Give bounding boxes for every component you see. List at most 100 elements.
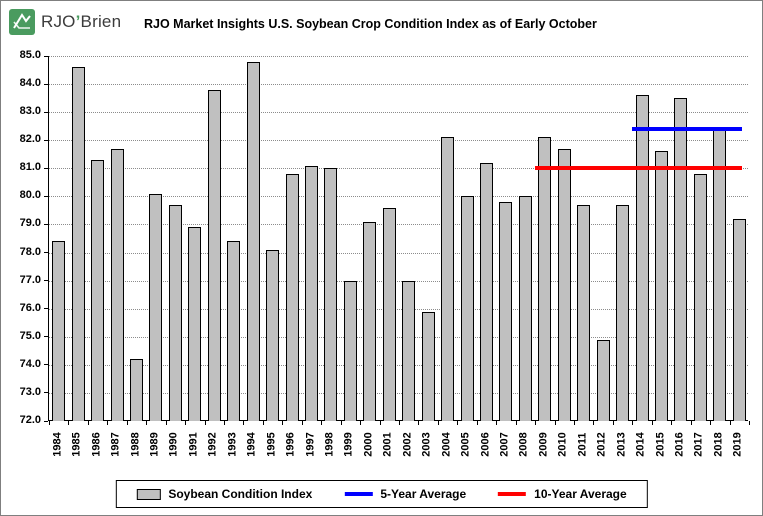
bar-1998 bbox=[324, 168, 338, 421]
bar-2003 bbox=[421, 311, 435, 421]
x-axis-tick bbox=[690, 421, 692, 425]
x-axis-label-1999: 1999 bbox=[342, 432, 355, 457]
bar-2007 bbox=[499, 202, 513, 421]
y-axis-label: 81.0 bbox=[19, 161, 41, 174]
x-axis-tick bbox=[515, 421, 517, 425]
y-axis-tick bbox=[44, 308, 48, 310]
x-axis-label-1994: 1994 bbox=[245, 432, 258, 457]
y-axis-label: 74.0 bbox=[19, 357, 41, 370]
x-axis-label-2010: 2010 bbox=[556, 432, 569, 457]
bar-2008 bbox=[518, 196, 532, 421]
y-axis-tick bbox=[44, 223, 48, 225]
x-axis-label-2018: 2018 bbox=[712, 432, 725, 457]
y-axis-tick bbox=[44, 420, 48, 422]
x-axis-label-1988: 1988 bbox=[129, 432, 141, 457]
x-axis-tick bbox=[224, 421, 225, 425]
x-axis-tick bbox=[612, 421, 614, 425]
bar-1986 bbox=[91, 159, 105, 421]
x-axis-tick bbox=[107, 421, 109, 425]
x-axis-tick bbox=[49, 421, 50, 425]
x-axis-tick bbox=[418, 421, 420, 425]
y-axis-label: 79.0 bbox=[19, 217, 41, 230]
x-axis-tick bbox=[146, 421, 148, 425]
red-line-swatch-icon bbox=[498, 492, 527, 496]
gridline bbox=[49, 140, 748, 142]
gridline bbox=[49, 224, 748, 226]
bar-1994 bbox=[246, 61, 260, 421]
y-axis-label: 78.0 bbox=[19, 245, 41, 258]
logo-apostrophe: ’ bbox=[75, 12, 81, 31]
bar-2005 bbox=[460, 196, 474, 421]
x-axis-label-1996: 1996 bbox=[284, 432, 297, 457]
bar-1989 bbox=[149, 193, 163, 421]
y-axis-tick bbox=[44, 280, 48, 282]
gridline bbox=[49, 56, 748, 57]
x-axis-tick bbox=[87, 421, 89, 425]
y-axis-label: 75.0 bbox=[19, 329, 41, 342]
bar-1984 bbox=[52, 241, 66, 421]
x-axis-tick bbox=[321, 421, 323, 425]
x-axis-tick bbox=[574, 421, 575, 425]
x-axis-label-2009: 2009 bbox=[537, 432, 550, 457]
bar-1987 bbox=[110, 148, 124, 421]
y-axis-label: 85.0 bbox=[19, 49, 41, 61]
y-axis-label: 84.0 bbox=[19, 77, 41, 90]
y-axis-tick bbox=[44, 167, 48, 169]
x-axis-tick bbox=[204, 421, 206, 425]
blue-line-swatch-icon bbox=[344, 492, 373, 496]
y-axis-label: 80.0 bbox=[19, 189, 41, 202]
x-axis-label-1998: 1998 bbox=[323, 432, 336, 457]
bar-1999 bbox=[343, 280, 357, 421]
y-axis-tick bbox=[44, 336, 48, 338]
bar-1993 bbox=[227, 241, 241, 421]
bar-2004 bbox=[441, 137, 455, 421]
y-axis-tick bbox=[44, 139, 48, 141]
bar-1990 bbox=[168, 204, 182, 421]
x-axis-tick bbox=[651, 421, 653, 425]
x-axis-tick bbox=[749, 421, 750, 425]
x-axis-label-1989: 1989 bbox=[148, 432, 161, 457]
gridline bbox=[49, 84, 748, 86]
x-axis-tick bbox=[729, 421, 731, 425]
gridline bbox=[49, 364, 748, 366]
y-axis-label: 73.0 bbox=[19, 385, 41, 398]
bar-2001 bbox=[382, 207, 396, 421]
bar-2015 bbox=[655, 151, 668, 421]
x-axis-label-2005: 2005 bbox=[459, 432, 472, 457]
chart-plot-area bbox=[44, 55, 750, 425]
x-axis-tick bbox=[282, 421, 284, 425]
x-axis-label-1993: 1993 bbox=[226, 432, 239, 457]
rjo-logo-icon bbox=[9, 9, 35, 35]
y-axis-label: 76.0 bbox=[19, 301, 41, 314]
bar-2018 bbox=[713, 129, 727, 421]
bar-1991 bbox=[188, 227, 202, 421]
x-axis-label-2011: 2011 bbox=[576, 432, 589, 457]
x-axis-label-2001: 2001 bbox=[381, 432, 394, 457]
x-axis-label-2016: 2016 bbox=[673, 432, 686, 457]
y-axis-tick bbox=[44, 195, 48, 197]
y-axis-tick bbox=[44, 364, 48, 366]
bar-1997 bbox=[305, 165, 318, 421]
x-axis-tick bbox=[301, 421, 303, 425]
bar-2006 bbox=[480, 162, 493, 421]
x-axis-label-2004: 2004 bbox=[440, 432, 453, 457]
x-axis-tick bbox=[554, 421, 556, 425]
y-axis-label: 77.0 bbox=[19, 273, 41, 286]
10-year-average-line bbox=[535, 166, 743, 171]
legend-item-5-year-average: 5-Year Average bbox=[344, 487, 466, 501]
bar-2009 bbox=[538, 137, 552, 421]
gridline bbox=[49, 336, 748, 338]
bar-2010 bbox=[557, 148, 571, 421]
x-axis-label-1987: 1987 bbox=[109, 432, 122, 457]
x-axis-tick bbox=[360, 421, 362, 425]
legend-item-soybean-condition-index: Soybean Condition Index bbox=[136, 487, 312, 501]
x-axis-tick bbox=[710, 421, 712, 425]
x-axis-tick bbox=[593, 421, 595, 425]
y-axis-label: 82.0 bbox=[19, 133, 41, 146]
x-axis-label-2017: 2017 bbox=[692, 432, 705, 457]
bar-2014 bbox=[635, 95, 649, 421]
bar-2013 bbox=[616, 204, 630, 421]
logo-text-primary: RJO bbox=[41, 12, 76, 31]
logo-text-secondary: Brien bbox=[80, 12, 122, 31]
